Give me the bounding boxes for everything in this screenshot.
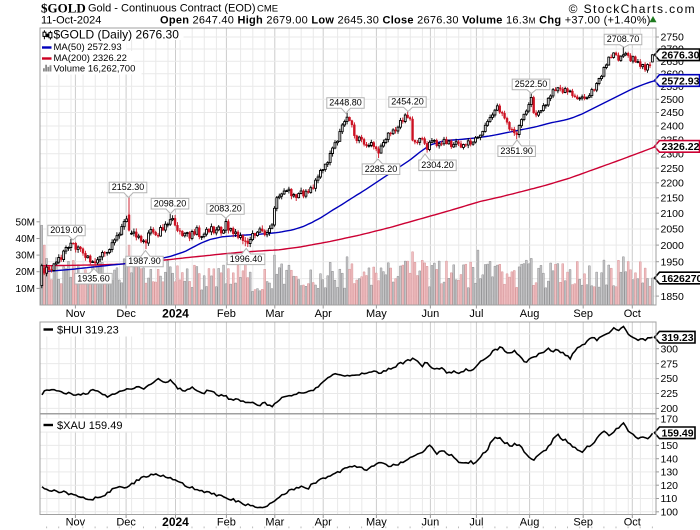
svg-text:Nov: Nov xyxy=(66,308,86,320)
svg-text:150: 150 xyxy=(661,440,679,452)
svg-text:Jun: Jun xyxy=(422,517,440,529)
svg-text:CME: CME xyxy=(257,4,278,15)
svg-text:Gold - Continuous Contract (EO: Gold - Continuous Contract (EOD) xyxy=(88,3,256,15)
svg-text:2150: 2150 xyxy=(661,193,685,205)
svg-text:200: 200 xyxy=(661,403,679,415)
svg-text:2024: 2024 xyxy=(162,307,189,321)
svg-text:Aug: Aug xyxy=(520,517,540,529)
svg-text:2326.22: 2326.22 xyxy=(662,141,700,153)
svg-text:2100: 2100 xyxy=(661,208,685,220)
svg-text:MA(50) 2572.93: MA(50) 2572.93 xyxy=(54,42,122,53)
svg-text:130: 130 xyxy=(661,467,679,479)
svg-text:2152.30: 2152.30 xyxy=(112,182,145,192)
svg-text:2019.00: 2019.00 xyxy=(50,225,83,235)
svg-text:© StockCharts.com: © StockCharts.com xyxy=(569,2,696,16)
svg-text:Jul: Jul xyxy=(469,308,483,320)
svg-text:$HUI 319.23: $HUI 319.23 xyxy=(57,325,119,337)
svg-text:Dec: Dec xyxy=(116,517,136,529)
svg-text:Feb: Feb xyxy=(217,308,236,320)
svg-text:Jul: Jul xyxy=(469,517,483,529)
svg-text:30M: 30M xyxy=(16,251,35,262)
svg-text:1850: 1850 xyxy=(661,291,685,303)
svg-text:Oct: Oct xyxy=(624,517,641,529)
svg-text:Jun: Jun xyxy=(422,308,440,320)
svg-text:$GOLD: $GOLD xyxy=(41,1,86,16)
svg-text:250: 250 xyxy=(661,373,679,385)
svg-text:Apr: Apr xyxy=(315,517,332,529)
svg-text:159.49: 159.49 xyxy=(662,428,694,440)
svg-text:1996.40: 1996.40 xyxy=(230,254,263,264)
svg-text:2024: 2024 xyxy=(162,515,189,529)
svg-text:Mar: Mar xyxy=(265,308,284,320)
svg-text:Oct: Oct xyxy=(624,308,641,320)
svg-text:110: 110 xyxy=(661,493,678,505)
svg-text:2676.30: 2676.30 xyxy=(662,50,700,62)
svg-text:10M: 10M xyxy=(16,284,35,295)
svg-text:40M: 40M xyxy=(16,234,35,245)
svg-text:2050: 2050 xyxy=(661,224,685,236)
svg-text:1950: 1950 xyxy=(661,256,685,268)
svg-text:2448.80: 2448.80 xyxy=(329,98,362,108)
svg-text:1935.60: 1935.60 xyxy=(77,273,110,283)
svg-text:140: 140 xyxy=(661,453,679,465)
svg-text:100: 100 xyxy=(661,507,679,519)
svg-text:Volume 16,262,700: Volume 16,262,700 xyxy=(54,64,136,75)
svg-text:2351.90: 2351.90 xyxy=(500,146,533,156)
svg-text:319.23: 319.23 xyxy=(662,332,694,344)
svg-text:Dec: Dec xyxy=(116,308,136,320)
svg-text:1987.90: 1987.90 xyxy=(128,256,161,266)
svg-text:Mar: Mar xyxy=(265,517,284,529)
svg-text:Apr: Apr xyxy=(315,308,332,320)
svg-text:May: May xyxy=(366,517,387,529)
svg-text:225: 225 xyxy=(661,388,679,400)
svg-text:2000: 2000 xyxy=(661,240,685,252)
svg-text:2083.20: 2083.20 xyxy=(209,204,242,214)
svg-text:Nov: Nov xyxy=(66,517,86,529)
svg-text:$GOLD (Daily) 2676.30: $GOLD (Daily) 2676.30 xyxy=(54,28,180,42)
svg-text:2454.20: 2454.20 xyxy=(391,97,424,107)
svg-text:16262700: 16262700 xyxy=(662,273,700,285)
svg-text:May: May xyxy=(366,308,387,320)
svg-text:2450: 2450 xyxy=(661,107,685,119)
svg-text:120: 120 xyxy=(661,480,679,492)
svg-text:11-Oct-2024: 11-Oct-2024 xyxy=(41,15,101,27)
svg-text:Aug: Aug xyxy=(520,308,540,320)
svg-text:2098.20: 2098.20 xyxy=(154,198,187,208)
svg-text:Feb: Feb xyxy=(217,517,236,529)
svg-text:275: 275 xyxy=(661,358,679,370)
svg-text:2200: 2200 xyxy=(661,178,685,190)
svg-text:Sep: Sep xyxy=(573,308,593,320)
svg-text:20M: 20M xyxy=(16,267,35,278)
svg-text:Sep: Sep xyxy=(573,517,593,529)
svg-text:2304.20: 2304.20 xyxy=(421,160,454,170)
svg-text:2500: 2500 xyxy=(661,94,685,106)
svg-text:2285.20: 2285.20 xyxy=(365,164,398,174)
svg-text:MA(200) 2326.22: MA(200) 2326.22 xyxy=(54,53,127,64)
svg-text:300: 300 xyxy=(661,343,679,355)
svg-text:2750: 2750 xyxy=(661,32,685,44)
svg-text:2400: 2400 xyxy=(661,121,685,133)
svg-text:2572.93: 2572.93 xyxy=(662,75,700,87)
svg-text:50M: 50M xyxy=(16,217,35,228)
svg-text:2708.70: 2708.70 xyxy=(607,34,640,44)
svg-text:Open 2647.40 High 2679.00 Low: Open 2647.40 High 2679.00 Low 2645.30 Cl… xyxy=(160,15,651,27)
svg-text:170: 170 xyxy=(661,414,679,426)
svg-text:2522.50: 2522.50 xyxy=(515,79,548,89)
svg-text:$XAU 159.49: $XAU 159.49 xyxy=(57,420,122,432)
svg-text:2250: 2250 xyxy=(661,163,685,175)
